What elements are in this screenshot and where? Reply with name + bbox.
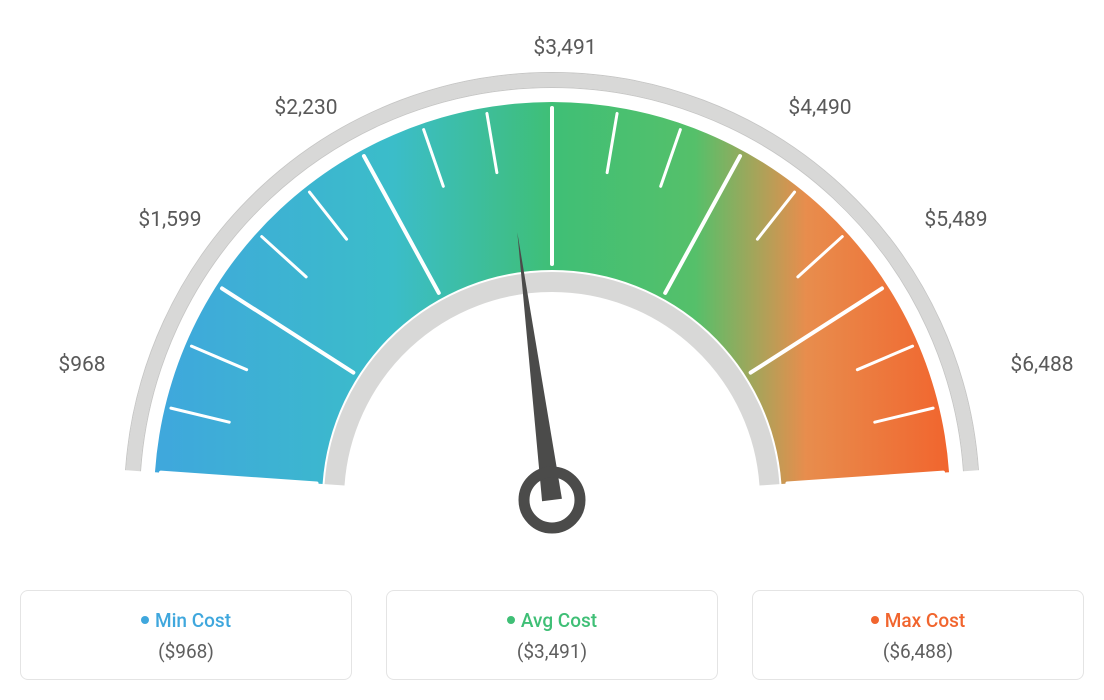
gauge-tick-label: $4,490	[788, 96, 851, 120]
legend-title-text: Min Cost	[155, 609, 231, 632]
legend-value-avg: ($3,491)	[397, 640, 707, 663]
gauge-tick-label: $5,489	[924, 208, 987, 232]
legend-card-max: Max Cost ($6,488)	[752, 590, 1084, 680]
dot-icon	[871, 616, 879, 624]
legend-card-avg: Avg Cost ($3,491)	[386, 590, 718, 680]
gauge-tick-label: $968	[58, 353, 105, 377]
gauge-tick-label: $2,230	[274, 96, 337, 120]
legend-title-max: Max Cost	[763, 609, 1073, 632]
gauge-tick-label: $1,599	[138, 208, 201, 232]
legend-value-min: ($968)	[31, 640, 341, 663]
legend-title-avg: Avg Cost	[397, 609, 707, 632]
gauge-tick-label: $3,491	[533, 36, 596, 60]
dot-icon	[141, 616, 149, 624]
gauge-svg	[10, 20, 1094, 580]
gauge-tick-label: $6,488	[1010, 353, 1073, 377]
legend-value-max: ($6,488)	[763, 640, 1073, 663]
legend-title-min: Min Cost	[31, 609, 341, 632]
legend-row: Min Cost ($968) Avg Cost ($3,491) Max Co…	[10, 590, 1094, 680]
legend-title-text: Max Cost	[885, 609, 965, 632]
dot-icon	[507, 616, 515, 624]
legend-card-min: Min Cost ($968)	[20, 590, 352, 680]
legend-title-text: Avg Cost	[521, 609, 597, 632]
gauge-chart: $968 $1,599 $2,230 $3,491 $4,490 $5,489 $6,488	[10, 20, 1094, 580]
